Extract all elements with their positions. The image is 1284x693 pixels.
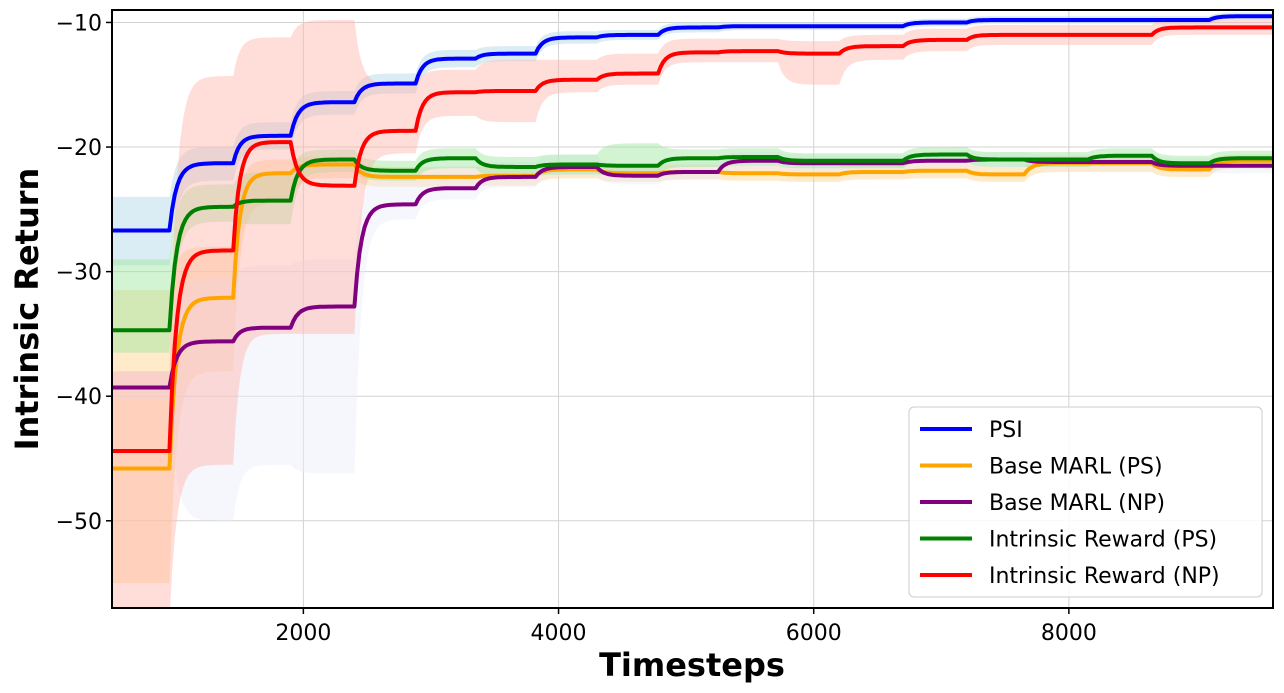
series-band-2 <box>112 152 1273 521</box>
y-tick-label: −40 <box>56 385 102 410</box>
x-tick-label: 2000 <box>275 621 331 646</box>
series-line-2 <box>112 157 1273 390</box>
y-axis-label: Intrinsic Return <box>8 168 46 451</box>
legend-label-2: Base MARL (NP) <box>989 491 1165 516</box>
series-line-0 <box>112 14 1273 233</box>
plot-frame <box>111 9 1274 609</box>
legend-box <box>908 406 1263 598</box>
x-tick-label: 6000 <box>786 621 842 646</box>
y-tick-label: −30 <box>56 261 102 286</box>
y-tick-label: −10 <box>56 11 102 36</box>
series-band-0 <box>112 12 1273 266</box>
legend-label-0: PSI <box>989 418 1023 443</box>
grid <box>112 10 1273 608</box>
legend-label-1: Base MARL (PS) <box>989 455 1163 480</box>
series-lines <box>112 14 1273 471</box>
legend-label-4: Intrinsic Reward (NP) <box>989 564 1220 589</box>
y-tick-label: −50 <box>56 510 102 535</box>
legend: PSI Base MARL (PS) Base MARL (NP) Intrinsic… <box>908 406 1263 598</box>
axis-ticks: 2000 4000 6000 8000 −50 −40 −30 −20 −10 <box>56 11 1097 646</box>
x-tick-label: 4000 <box>531 621 587 646</box>
x-axis-label: Timesteps <box>599 646 785 684</box>
legend-label-3: Intrinsic Reward (PS) <box>989 528 1217 553</box>
series-line-3 <box>112 152 1273 333</box>
series-band-4 <box>112 20 1273 608</box>
y-tick-label: −20 <box>56 136 102 161</box>
x-tick-label: 8000 <box>1041 621 1097 646</box>
series-line-4 <box>112 25 1273 453</box>
